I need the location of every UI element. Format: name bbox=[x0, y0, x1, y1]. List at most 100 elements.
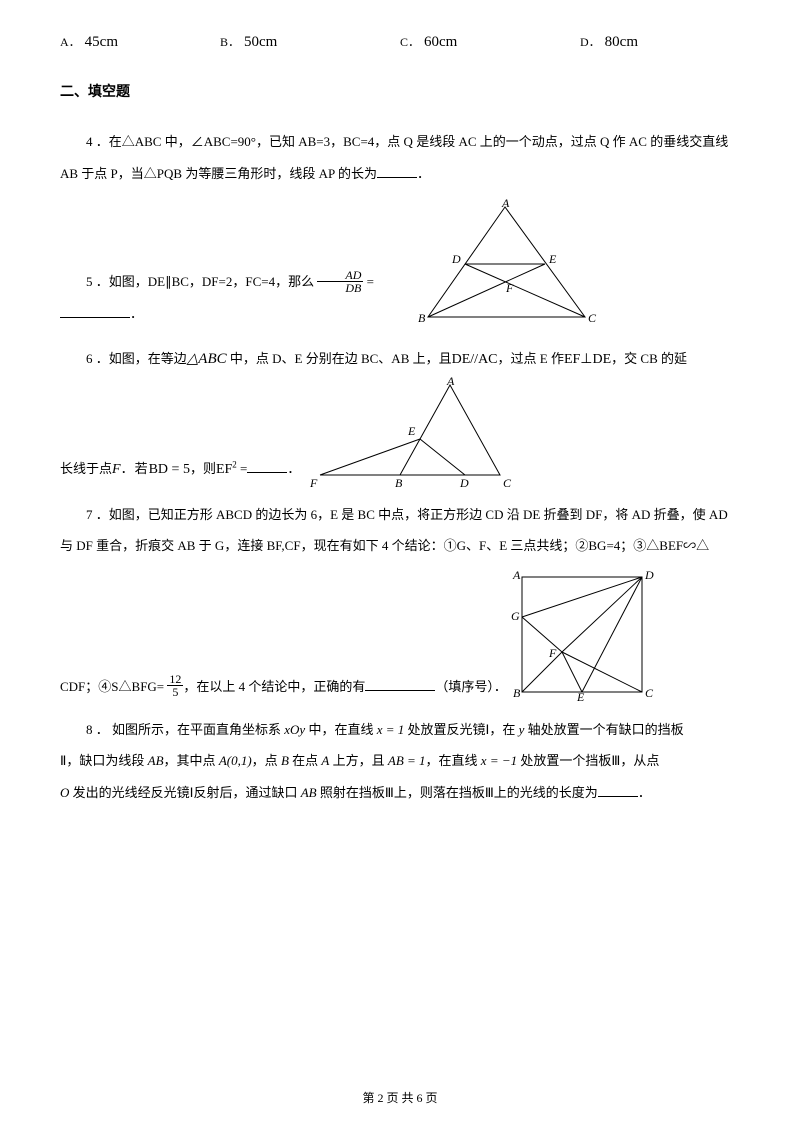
q8-3a: O bbox=[60, 785, 69, 800]
question-5: 5 ．如图，DE∥BC，DF=2，FC=4，那么 AD DB = ． bbox=[60, 266, 410, 328]
q5-figure: A B C D E F bbox=[410, 199, 600, 329]
q6-2d: BD = 5 bbox=[149, 462, 190, 477]
q6-1a: 6 ．如图，在等边 bbox=[86, 351, 187, 366]
q5-lbl-e: E bbox=[548, 252, 557, 266]
question-7-line3: CDF；④S△BFG= 12 5 ，在以上 4 个结论中，正确的有 （填序号）． bbox=[60, 671, 507, 702]
q6-lbl-e: E bbox=[407, 424, 416, 438]
question-4: 4 ．在△ABC 中，∠ABC=90°，已知 AB=3，BC=4，点 Q 是线段… bbox=[60, 126, 740, 188]
question-6-line2: 长线于点F．若BD = 5，则EF2 =． bbox=[60, 453, 300, 487]
q6-1b: △ABC bbox=[187, 351, 227, 367]
q8-1g: 轴处放置一个有缺口的挡板 bbox=[524, 722, 683, 737]
q8-blank bbox=[598, 784, 638, 797]
q6-1d: DE//AC bbox=[452, 352, 498, 367]
q7-3a: CDF；④S△BFG= bbox=[60, 679, 164, 694]
q6-blank bbox=[247, 460, 287, 473]
option-c-value: 60cm bbox=[424, 30, 457, 54]
q7-frac-den: 5 bbox=[167, 686, 183, 698]
q5-pre: 5 ．如图，DE∥BC，DF=2，FC=4，那么 bbox=[86, 274, 314, 289]
q8-2d: A(0,1) bbox=[219, 753, 252, 768]
option-a-value: 45cm bbox=[85, 30, 118, 54]
q8-2j: AB = 1 bbox=[388, 753, 426, 768]
question-7-line3-row: CDF；④S△BFG= 12 5 ，在以上 4 个结论中，正确的有（填序号）． … bbox=[60, 567, 740, 702]
q8-1d: x = 1 bbox=[377, 722, 405, 737]
q6-1g: ，交 CB 的延 bbox=[611, 351, 687, 366]
q7-lbl-d: D bbox=[644, 568, 654, 582]
q5-frac-num: AD bbox=[317, 269, 363, 282]
option-d: D． 80cm bbox=[580, 30, 638, 54]
q5-lbl-f: F bbox=[505, 281, 514, 295]
q8-1b: xOy bbox=[284, 722, 305, 737]
q7-3c: （填序号）． bbox=[435, 679, 507, 694]
option-a-label: A． bbox=[60, 33, 81, 52]
q8-1a: 8 ． 如图所示，在平面直角坐标系 bbox=[86, 722, 284, 737]
q7-l1: 7 ．如图，已知正方形 ABCD 的边长为 6，E 是 BC 中点，将正方形边 … bbox=[86, 507, 728, 522]
option-b-value: 50cm bbox=[244, 30, 277, 54]
q5-frac-den: DB bbox=[317, 282, 363, 294]
q5-lbl-d: D bbox=[451, 252, 461, 266]
q8-2e: ，点 bbox=[252, 753, 281, 768]
q5-lbl-c: C bbox=[588, 311, 597, 325]
q6-1f: EF⊥DE bbox=[564, 352, 611, 367]
q5-fraction: AD DB bbox=[317, 269, 363, 294]
question-7-line1: 7 ．如图，已知正方形 ABCD 的边长为 6，E 是 BC 中点，将正方形边 … bbox=[60, 499, 740, 530]
q6-lbl-a: A bbox=[446, 377, 455, 388]
q6-2c: ．若 bbox=[121, 461, 149, 476]
q8-2f: B bbox=[281, 753, 289, 768]
question-8-line3: O 发出的光线经反光镜Ⅰ反射后，通过缺口 AB 照射在挡板Ⅲ上，则落在挡板Ⅲ上的… bbox=[60, 777, 740, 808]
q7-lbl-g: G bbox=[511, 609, 520, 623]
q5-lbl-a: A bbox=[501, 199, 510, 210]
option-c: C． 60cm bbox=[400, 30, 580, 54]
q8-2l: x = −1 bbox=[481, 753, 517, 768]
section-fill-blank-title: 二、填空题 bbox=[60, 82, 740, 104]
q6-2h: ． bbox=[287, 461, 300, 476]
mc-options: A． 45cm B． 50cm C． 60cm D． 80cm bbox=[60, 30, 740, 54]
q7-lbl-f: F bbox=[548, 646, 557, 660]
q6-1e: ，过点 E 作 bbox=[498, 351, 564, 366]
q8-2i: 上方，且 bbox=[329, 753, 388, 768]
q7-lbl-a: A bbox=[512, 568, 521, 582]
q5-lbl-b: B bbox=[418, 311, 426, 325]
option-d-label: D． bbox=[580, 33, 601, 52]
question-5-row: 5 ．如图，DE∥BC，DF=2，FC=4，那么 AD DB =． A B C … bbox=[60, 199, 740, 329]
q5-end: ． bbox=[130, 306, 143, 321]
q6-lbl-d: D bbox=[459, 476, 469, 487]
q6-lbl-c: C bbox=[503, 476, 512, 487]
q6-1c: 中，点 D、E 分别在边 BC、AB 上，且 bbox=[227, 351, 452, 366]
q6-lbl-b: B bbox=[395, 476, 403, 487]
q8-2k: ，在直线 bbox=[426, 753, 481, 768]
q8-2m: 处放置一个挡板Ⅲ，从点 bbox=[517, 753, 659, 768]
q6-2e: ，则 bbox=[190, 461, 216, 476]
q7-blank bbox=[365, 678, 435, 691]
q6-2a: 长线于点 bbox=[60, 461, 112, 476]
q8-2a: Ⅱ，缺口为线段 bbox=[60, 753, 148, 768]
option-c-label: C． bbox=[400, 33, 420, 52]
q7-lbl-e: E bbox=[576, 690, 585, 702]
question-8-line2: Ⅱ，缺口为线段 AB，其中点 A(0,1)，点 B 在点 A 上方，且 AB =… bbox=[60, 745, 740, 776]
question-6-line2-row: 长线于点F．若BD = 5，则EF2 =． A B C D E F bbox=[60, 377, 740, 487]
q5-mid: = bbox=[363, 274, 374, 289]
q6-2f: EF bbox=[216, 462, 232, 477]
q7-lbl-c: C bbox=[645, 686, 654, 700]
q8-2b: AB bbox=[148, 753, 164, 768]
q8-1c: 中，在直线 bbox=[305, 722, 377, 737]
q7-3b: ，在以上 4 个结论中，正确的有 bbox=[183, 679, 365, 694]
q4-end: ． bbox=[417, 166, 430, 181]
page-footer: 第 2 页 共 6 页 bbox=[0, 1089, 800, 1108]
q8-2g: 在点 bbox=[289, 753, 322, 768]
q6-lbl-f: F bbox=[309, 476, 318, 487]
q8-3d: 照射在挡板Ⅲ上，则落在挡板Ⅲ上的光线的长度为 bbox=[317, 785, 598, 800]
q7-figure: A B C D E F G bbox=[507, 567, 657, 702]
q8-3c: AB bbox=[301, 785, 317, 800]
q8-2c: ，其中点 bbox=[164, 753, 219, 768]
q8-3b: 发出的光线经反光镜Ⅰ反射后，通过缺口 bbox=[69, 785, 300, 800]
question-7-line2: 与 DF 重合，折痕交 AB 于 G，连接 BF,CF，现在有如下 4 个结论：… bbox=[60, 530, 740, 561]
option-a: A． 45cm bbox=[60, 30, 220, 54]
q7-fraction: 12 5 bbox=[167, 673, 183, 698]
q4-blank bbox=[377, 165, 417, 178]
q7-l2: 与 DF 重合，折痕交 AB 于 G，连接 BF,CF，现在有如下 4 个结论：… bbox=[60, 538, 709, 553]
q8-3e: ． bbox=[638, 785, 651, 800]
q6-figure: A B C D E F bbox=[300, 377, 540, 487]
q6-2b: F bbox=[112, 462, 121, 477]
option-b-label: B． bbox=[220, 33, 240, 52]
question-6-line1: 6 ．如图，在等边△ABC 中，点 D、E 分别在边 BC、AB 上，且DE//… bbox=[60, 341, 740, 377]
